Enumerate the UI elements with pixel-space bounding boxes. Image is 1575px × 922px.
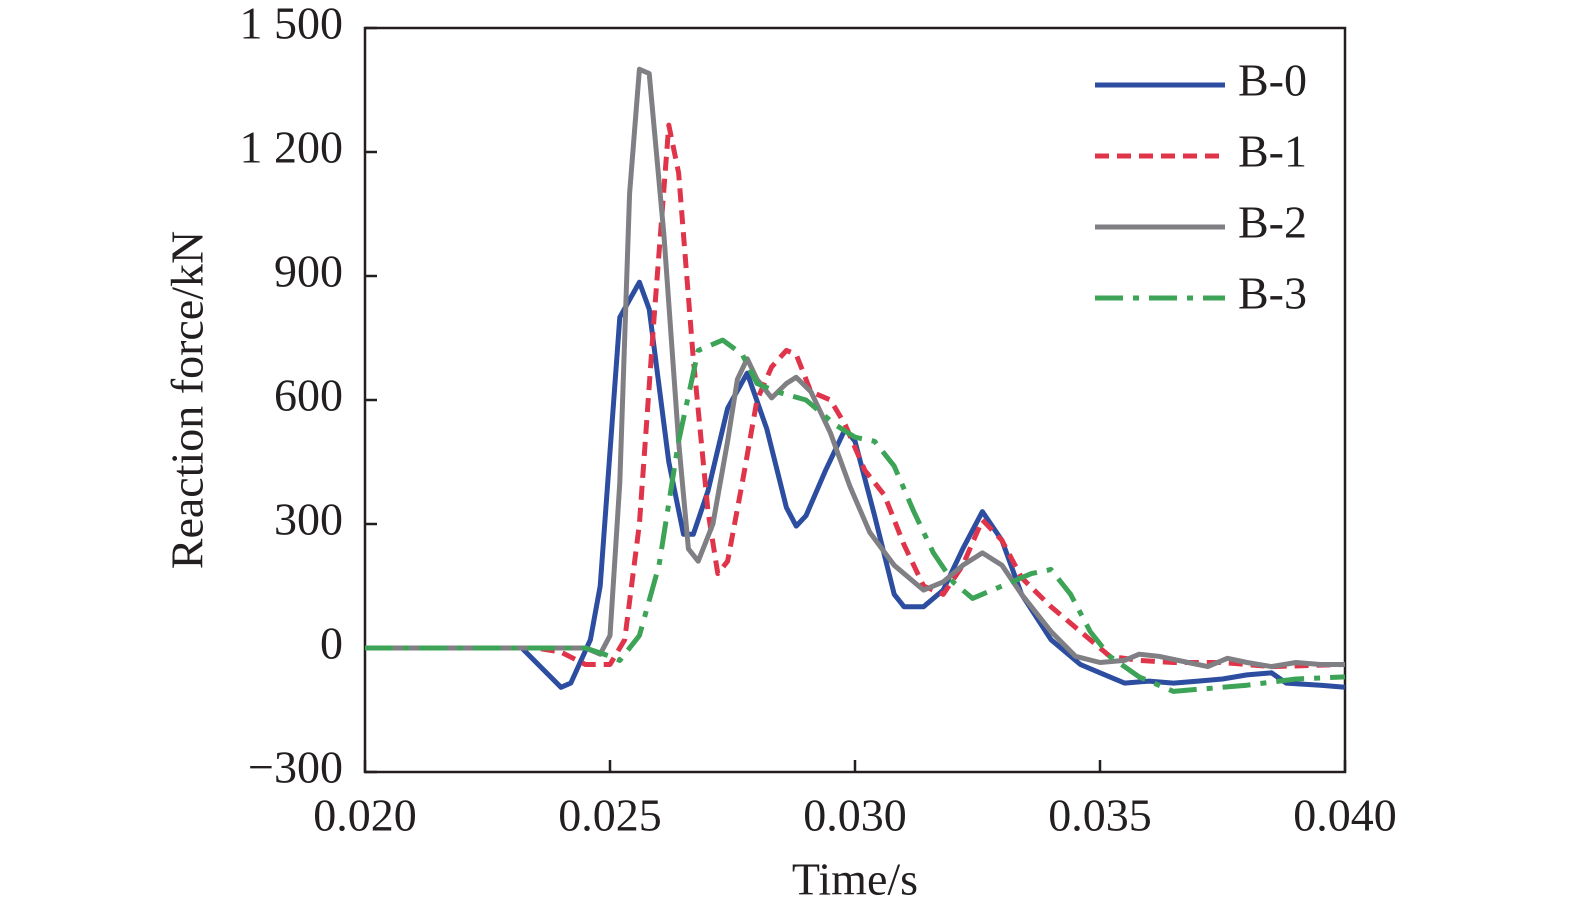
x-tick-label: 0.035 (1048, 790, 1152, 841)
series-line (365, 279, 1346, 690)
legend-label: B-3 (1238, 268, 1307, 319)
y-tick-label: 900 (274, 246, 343, 297)
series-line (365, 337, 1346, 694)
series-line (365, 122, 1346, 670)
y-tick-label: 1 200 (240, 122, 344, 173)
y-tick-label: 300 (274, 494, 343, 545)
x-axis-label: Time/s (792, 854, 918, 905)
y-tick-label: 0 (320, 618, 343, 669)
x-tick-label: 0.025 (558, 790, 662, 841)
x-tick-label: 0.040 (1293, 790, 1397, 841)
x-tick-label: 0.030 (803, 790, 907, 841)
y-tick-label: 1 500 (240, 0, 344, 49)
y-axis-label: Reaction force/kN (162, 231, 213, 569)
series-line (365, 66, 1345, 670)
y-tick-label: −300 (248, 742, 343, 793)
x-tick-label: 0.020 (313, 790, 417, 841)
legend-label: B-2 (1238, 197, 1307, 248)
y-tick-label: 600 (274, 370, 343, 421)
legend-label: B-1 (1238, 126, 1307, 177)
legend-label: B-0 (1238, 55, 1307, 106)
